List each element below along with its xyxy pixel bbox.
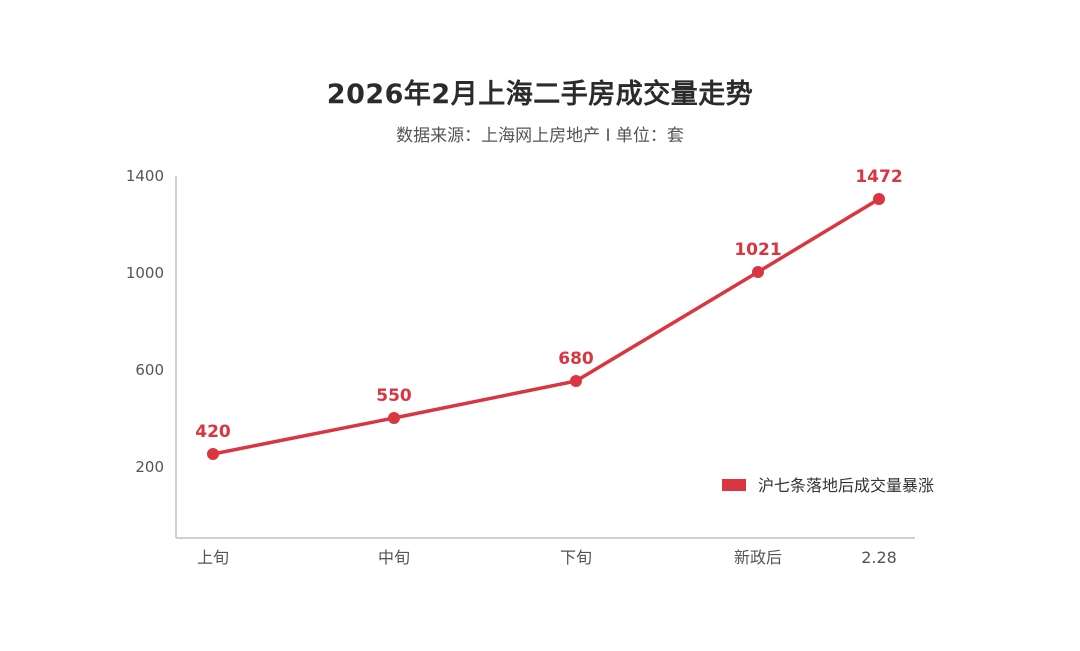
data-point (873, 193, 885, 205)
y-tick-labels: 1400 1000 600 200 (126, 167, 164, 476)
chart-subtitle: 数据来源：上海网上房地产 I 单位：套 (396, 126, 684, 146)
y-tick-label: 600 (135, 361, 164, 379)
data-point (752, 266, 764, 278)
series-line-group: 420 550 680 1021 1472 (195, 167, 903, 460)
data-label: 680 (558, 349, 594, 369)
x-tick-label: 上旬 (197, 548, 229, 567)
data-label: 1472 (855, 167, 902, 187)
x-tick-label: 下旬 (560, 548, 592, 567)
y-tick-label: 1400 (126, 167, 164, 185)
legend-swatch (722, 479, 746, 491)
data-label: 1021 (734, 240, 781, 260)
axes (175, 176, 915, 539)
x-tick-label: 新政后 (734, 548, 782, 567)
data-label: 550 (376, 386, 412, 406)
series-line (212, 197, 880, 456)
x-tick-label: 中旬 (378, 548, 410, 567)
chart-title: 2026年2月上海二手房成交量走势 (326, 79, 754, 110)
legend-label: 沪七条落地后成交量暴涨 (758, 476, 934, 495)
data-label: 420 (195, 422, 231, 442)
data-point (207, 448, 219, 460)
y-tick-label: 200 (135, 458, 164, 476)
x-tick-label: 2.28 (861, 548, 897, 567)
data-point (388, 412, 400, 424)
data-point (570, 375, 582, 387)
legend: 沪七条落地后成交量暴涨 (722, 476, 934, 495)
x-tick-labels: 上旬 中旬 下旬 新政后 2.28 (197, 548, 897, 567)
y-tick-label: 1000 (126, 264, 164, 282)
